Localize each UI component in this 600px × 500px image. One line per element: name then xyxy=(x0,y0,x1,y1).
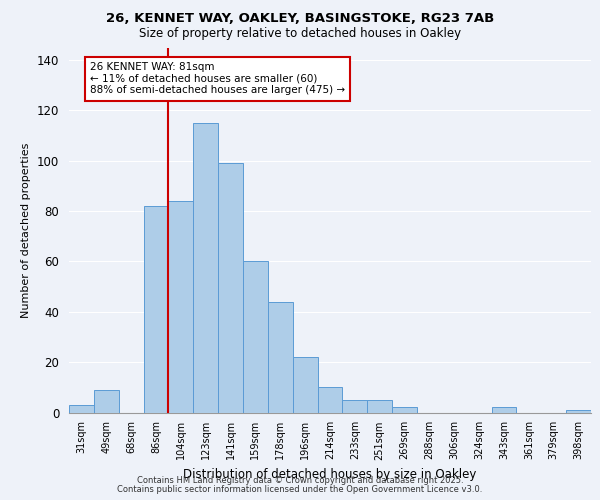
Bar xyxy=(293,357,317,412)
Bar xyxy=(268,302,293,412)
Bar xyxy=(243,262,268,412)
Bar xyxy=(193,123,218,412)
Text: Size of property relative to detached houses in Oakley: Size of property relative to detached ho… xyxy=(139,28,461,40)
Bar xyxy=(367,400,392,412)
Text: Contains HM Land Registry data © Crown copyright and database right 2025.: Contains HM Land Registry data © Crown c… xyxy=(137,476,463,485)
Bar xyxy=(317,388,343,412)
Bar xyxy=(343,400,367,412)
Bar xyxy=(491,408,517,412)
Bar xyxy=(392,408,417,412)
Bar xyxy=(566,410,591,412)
Y-axis label: Number of detached properties: Number of detached properties xyxy=(22,142,31,318)
Bar xyxy=(69,405,94,412)
Text: 26 KENNET WAY: 81sqm
← 11% of detached houses are smaller (60)
88% of semi-detac: 26 KENNET WAY: 81sqm ← 11% of detached h… xyxy=(90,62,345,96)
X-axis label: Distribution of detached houses by size in Oakley: Distribution of detached houses by size … xyxy=(184,468,476,481)
Bar xyxy=(143,206,169,412)
Text: Contains public sector information licensed under the Open Government Licence v3: Contains public sector information licen… xyxy=(118,485,482,494)
Bar xyxy=(218,164,243,412)
Bar xyxy=(169,201,193,412)
Text: 26, KENNET WAY, OAKLEY, BASINGSTOKE, RG23 7AB: 26, KENNET WAY, OAKLEY, BASINGSTOKE, RG2… xyxy=(106,12,494,26)
Bar xyxy=(94,390,119,412)
